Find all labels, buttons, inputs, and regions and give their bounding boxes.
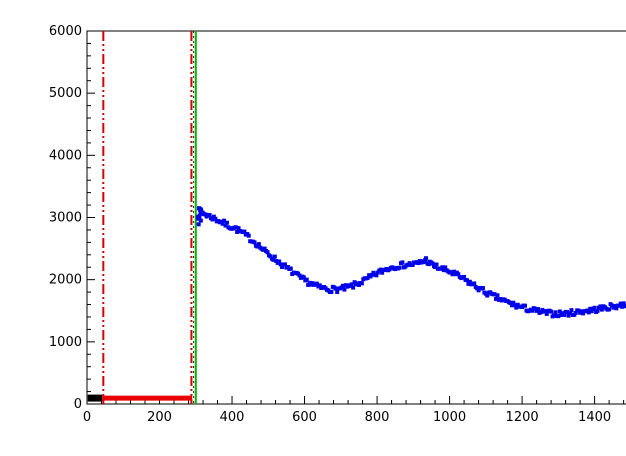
y-tick-label: 5000 (49, 86, 82, 101)
x-tick-label: 600 (292, 410, 317, 425)
x-tick-label: 200 (147, 410, 172, 425)
root-style-plot: 0 1000 2000 3000 4000 5000 6000 0 200 400 600 800 10… (40, 16, 626, 440)
x-tick-label: 800 (365, 410, 390, 425)
x-tick-label: 0 (83, 410, 91, 425)
x-tick-label: 1200 (506, 410, 539, 425)
y-tick-label: 4000 (49, 148, 82, 163)
plot-frame (87, 31, 626, 404)
x-tick-label: 1400 (578, 410, 611, 425)
y-tick-label: 3000 (49, 211, 82, 226)
y-tick-label: 0 (74, 397, 82, 412)
x-tick-label: 1000 (433, 410, 466, 425)
y-tick-label: 1000 (49, 335, 82, 350)
y-tick-label: 6000 (49, 24, 82, 39)
y-tick-label: 2000 (49, 273, 82, 288)
chart-canvas: 0 1000 2000 3000 4000 5000 6000 0 200 400 600 800 10… (40, 16, 626, 440)
x-tick-label: 400 (220, 410, 245, 425)
series-baseline-scan-points (196, 206, 626, 318)
